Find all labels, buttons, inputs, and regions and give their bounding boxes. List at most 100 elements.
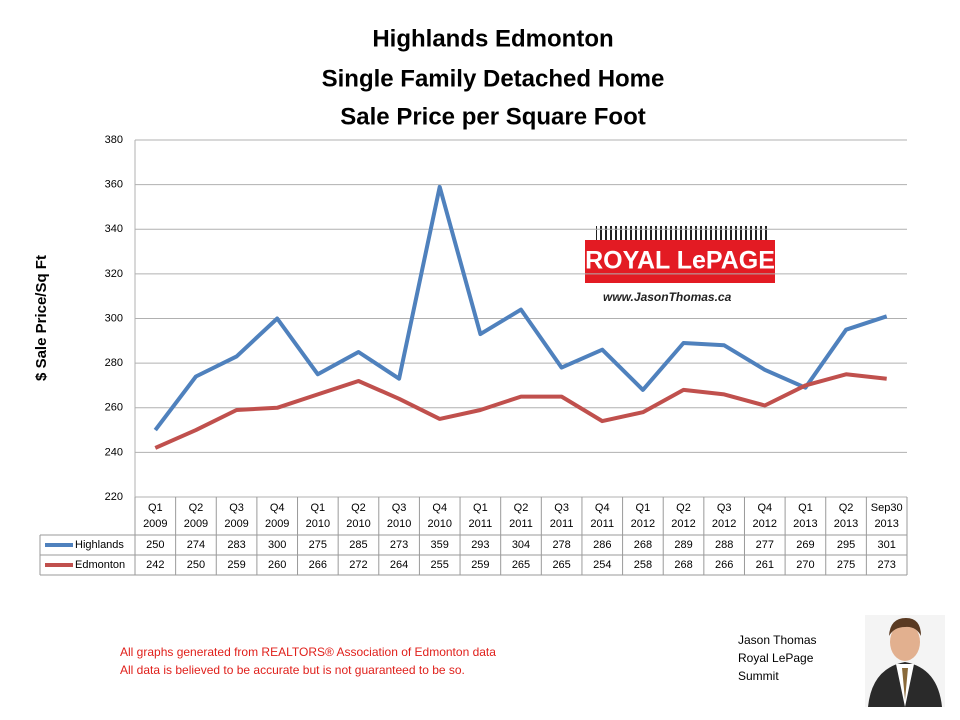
table-value: 277: [756, 539, 774, 551]
x-tick-label: Q4: [432, 502, 447, 514]
table-value: 288: [715, 539, 733, 551]
table-value: 270: [796, 559, 814, 571]
table-value: 274: [187, 539, 205, 551]
x-tick-label: Q2: [676, 502, 691, 514]
x-tick-label: Q2: [514, 502, 529, 514]
x-tick-label: 2009: [224, 518, 248, 530]
x-tick-label: Q4: [757, 502, 772, 514]
chart-title: Single Family Detached Home: [322, 65, 665, 92]
table-value: 278: [552, 539, 570, 551]
x-tick-label: Q4: [270, 502, 285, 514]
table-value: 255: [431, 559, 449, 571]
note: All data is believed to be accurate but …: [120, 663, 465, 677]
series-line: [153, 184, 888, 432]
x-tick-label: Q1: [148, 502, 163, 514]
agent-photo: [865, 615, 945, 707]
table-value: 275: [837, 559, 855, 571]
x-tick-label: Q3: [554, 502, 569, 514]
table-value: 285: [349, 539, 367, 551]
table-value: 283: [227, 539, 245, 551]
table-value: 268: [674, 559, 692, 571]
table-value: 300: [268, 539, 286, 551]
y-tick-label: 300: [105, 312, 123, 324]
x-tick-label: 2011: [509, 518, 533, 530]
x-tick-label: 2010: [306, 518, 330, 530]
table-value: 265: [552, 559, 570, 571]
table-value: 293: [471, 539, 489, 551]
y-tick-label: 380: [105, 134, 123, 146]
table-value: 266: [309, 559, 327, 571]
table-value: 268: [634, 539, 652, 551]
x-tick-label: Q1: [798, 502, 813, 514]
x-tick-label: 2012: [671, 518, 695, 530]
table-value: 242: [146, 559, 164, 571]
legend-label: Highlands: [75, 539, 124, 551]
y-tick-label: 240: [105, 446, 123, 458]
logo-brand: ROYAL LePAGE: [585, 247, 775, 275]
series-line: [154, 372, 887, 450]
y-tick-label: 360: [105, 179, 123, 191]
y-tick-label: 260: [105, 402, 123, 414]
table-value: 259: [227, 559, 245, 571]
logo: ROYAL LePAGE www.JasonThomas.ca: [585, 226, 775, 304]
table-value: 250: [146, 539, 164, 551]
table-value: 289: [674, 539, 692, 551]
y-axis-label: $ Sale Price/Sq Ft: [33, 255, 50, 381]
x-tick-label: 2010: [346, 518, 370, 530]
x-tick-label: Q4: [595, 502, 610, 514]
x-tick-label: Q2: [351, 502, 366, 514]
x-tick-label: Q2: [839, 502, 854, 514]
y-tick-label: 340: [105, 223, 123, 235]
x-tick-label: 2011: [590, 518, 614, 530]
x-tick-label: Q1: [636, 502, 651, 514]
x-tick-label: Sep30: [871, 502, 903, 514]
note: All graphs generated from REALTORS® Asso…: [120, 645, 496, 659]
logo-website: www.JasonThomas.ca: [603, 290, 732, 304]
x-tick-label: 2010: [427, 518, 451, 530]
chart-title: Sale Price per Square Foot: [340, 103, 645, 130]
y-tick-label: 220: [105, 491, 123, 503]
x-tick-label: 2010: [387, 518, 411, 530]
table-value: 273: [390, 539, 408, 551]
table-value: 359: [431, 539, 449, 551]
x-tick-label: Q3: [717, 502, 732, 514]
x-tick-label: 2013: [793, 518, 817, 530]
x-tick-label: Q3: [229, 502, 244, 514]
x-tick-label: 2013: [874, 518, 898, 530]
x-tick-label: 2012: [712, 518, 736, 530]
agent-line: Jason Thomas: [738, 633, 817, 647]
x-tick-label: Q1: [310, 502, 325, 514]
table-value: 269: [796, 539, 814, 551]
logo-box: [585, 240, 775, 283]
x-tick-label: 2009: [184, 518, 208, 530]
logo-barcode: [596, 226, 770, 240]
table-value: 275: [309, 539, 327, 551]
table-value: 272: [349, 559, 367, 571]
legend-label: Edmonton: [75, 559, 125, 571]
table-value: 261: [756, 559, 774, 571]
table-value: 259: [471, 559, 489, 571]
chart-title: Highlands Edmonton: [372, 25, 613, 52]
y-tick-label: 320: [105, 268, 123, 280]
table-value: 286: [593, 539, 611, 551]
table-value: 301: [878, 539, 896, 551]
table-value: 265: [512, 559, 530, 571]
x-tick-label: 2013: [834, 518, 858, 530]
y-tick-label: 280: [105, 357, 123, 369]
x-tick-label: Q3: [392, 502, 407, 514]
x-tick-label: 2011: [469, 518, 493, 530]
table-value: 266: [715, 559, 733, 571]
x-tick-label: 2009: [265, 518, 289, 530]
x-tick-label: 2012: [753, 518, 777, 530]
table-value: 273: [878, 559, 896, 571]
x-tick-label: 2012: [631, 518, 655, 530]
x-tick-label: Q2: [189, 502, 204, 514]
table-value: 295: [837, 539, 855, 551]
table-value: 258: [634, 559, 652, 571]
table-value: 264: [390, 559, 408, 571]
agent-line: Summit: [738, 669, 779, 683]
x-tick-label: 2011: [550, 518, 574, 530]
table-value: 250: [187, 559, 205, 571]
table-value: 304: [512, 539, 530, 551]
